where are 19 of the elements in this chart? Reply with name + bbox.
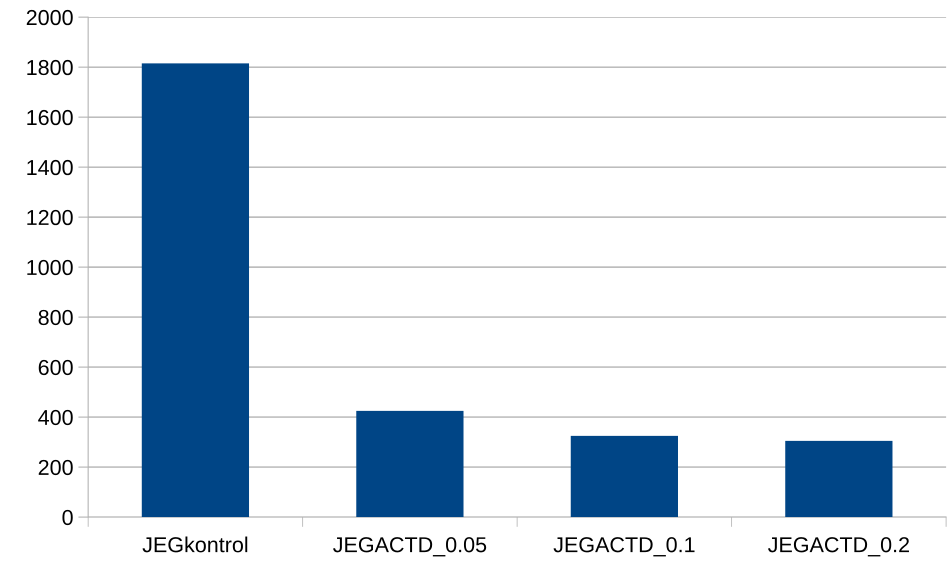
y-tick-label: 200	[38, 460, 73, 476]
y-tick-label: 1000	[27, 260, 73, 276]
y-tick-label: 800	[38, 310, 73, 326]
y-tick-label: 1400	[27, 160, 73, 176]
y-tick-label: 2000	[26, 10, 73, 26]
bar	[356, 410, 464, 518]
y-tick-label: 1600	[27, 110, 73, 126]
x-tick-label: JEGACTD_0.1	[554, 537, 695, 556]
x-tick-label: JEGACTD_0.05	[333, 537, 486, 556]
y-tick-label: 600	[38, 360, 73, 376]
bar	[142, 63, 250, 518]
bar	[785, 440, 892, 518]
x-tick-label: JEGACTD_0.2	[768, 537, 909, 556]
y-tick-label: 1800	[27, 60, 73, 76]
y-tick-label: 400	[38, 410, 73, 426]
bar	[570, 436, 678, 518]
y-tick-label: 1200	[27, 210, 73, 226]
y-tick-label: 0	[62, 510, 73, 526]
x-tick-label: JEGkontrol	[142, 536, 248, 552]
